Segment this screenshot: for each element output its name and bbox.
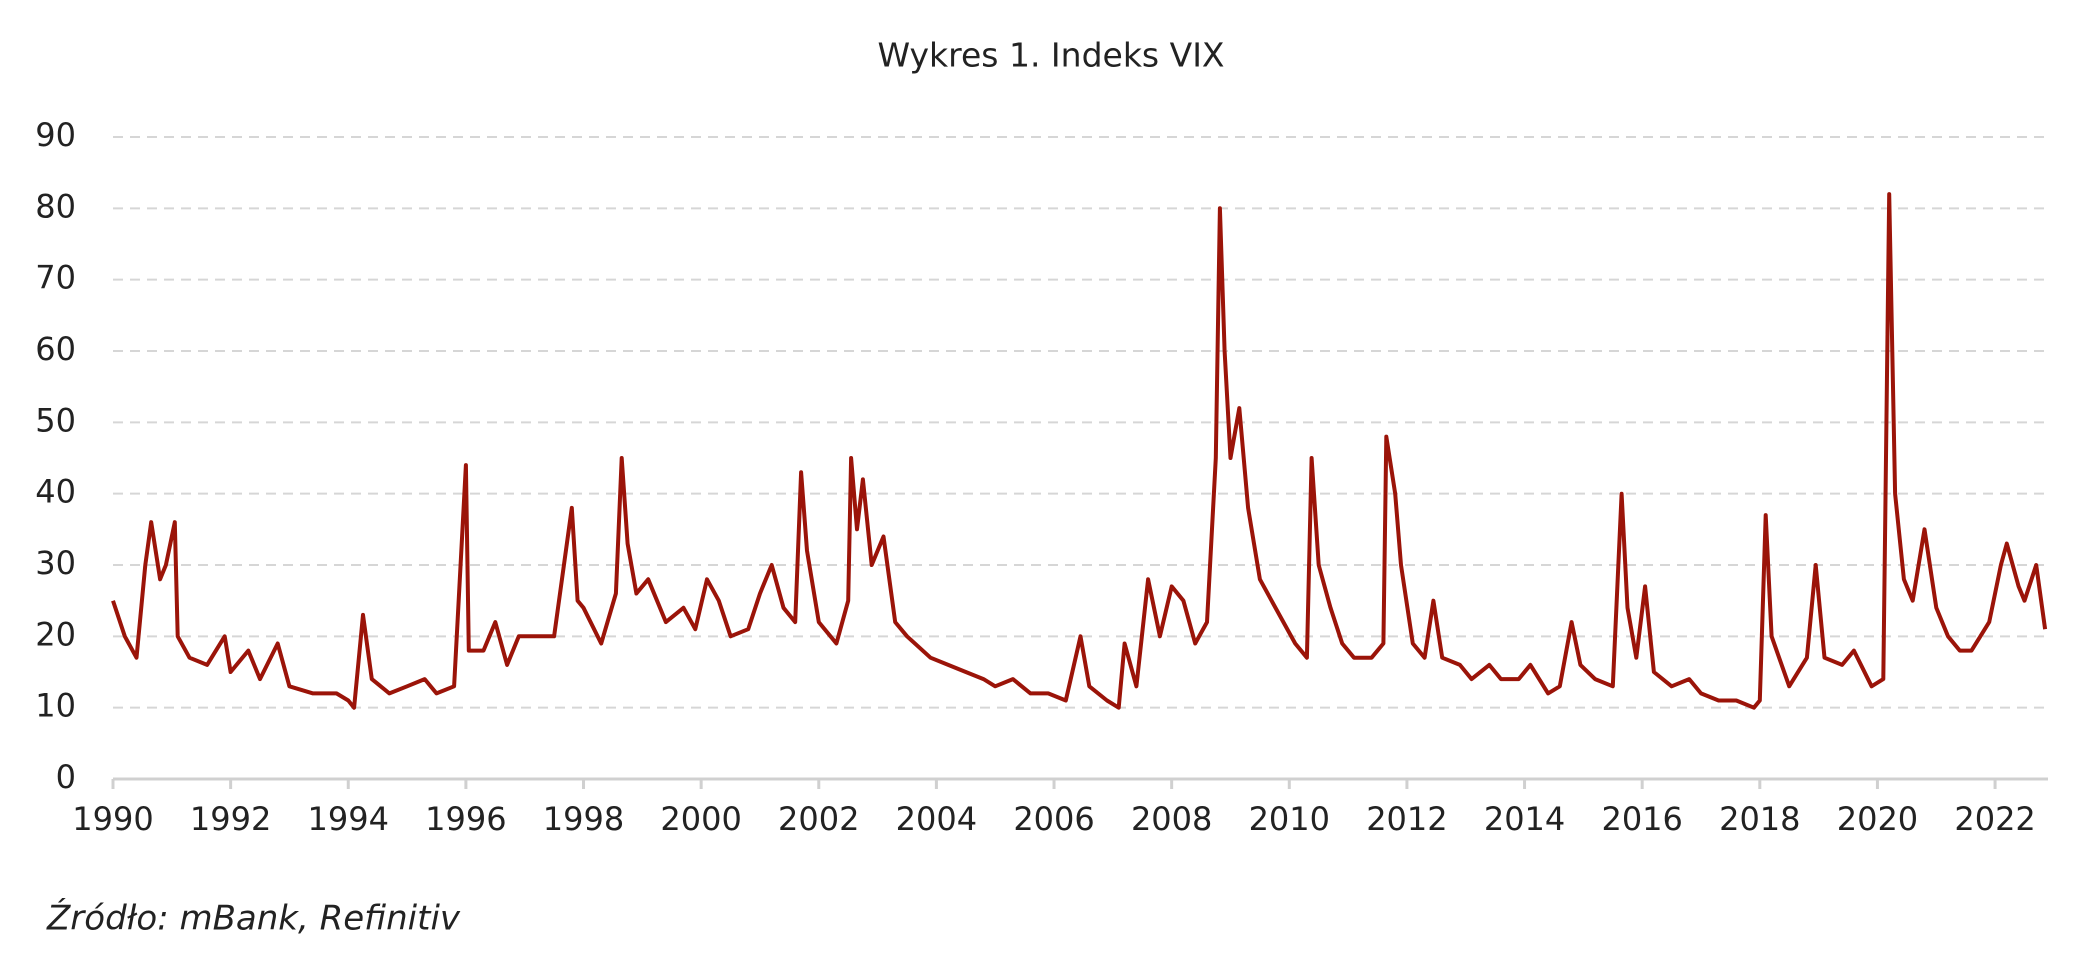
y-tick-label: 90 [35, 116, 76, 154]
y-tick-label: 50 [35, 401, 76, 439]
vix-line [111, 192, 2048, 710]
chart-title: Wykres 1. Indeks VIX [877, 36, 1224, 75]
x-tick-label: 1998 [543, 800, 624, 838]
x-tick-label: 2002 [778, 800, 859, 838]
x-tick-label: 1992 [190, 800, 271, 838]
y-tick-label: 20 [35, 615, 76, 653]
y-tick-label: 30 [35, 544, 76, 582]
y-tick-label: 80 [35, 187, 76, 225]
x-tick-label: 2010 [1249, 800, 1330, 838]
y-tick-label: 70 [35, 259, 76, 297]
x-tick-label: 2016 [1601, 800, 1682, 838]
x-tick-label: 2018 [1719, 800, 1800, 838]
x-tick-label: 2020 [1837, 800, 1918, 838]
x-tick-label: 2022 [1954, 800, 2035, 838]
x-tick-label: 2012 [1366, 800, 1447, 838]
y-tick-label: 10 [35, 687, 76, 725]
x-tick-label: 2000 [660, 800, 741, 838]
y-tick-label: 0 [56, 758, 76, 796]
y-tick-label: 60 [35, 330, 76, 368]
x-tick-label: 2006 [1013, 800, 1094, 838]
source-note: Źródło: mBank, Refinitiv [46, 898, 461, 939]
x-tick-label: 1990 [72, 800, 153, 838]
x-tick-label: 2004 [896, 800, 977, 838]
x-tick-label: 1996 [425, 800, 506, 838]
x-tick-label: 1994 [308, 800, 389, 838]
x-tick-label: 2014 [1484, 800, 1565, 838]
y-tick-label: 40 [35, 473, 76, 511]
x-tick-label: 2008 [1131, 800, 1212, 838]
